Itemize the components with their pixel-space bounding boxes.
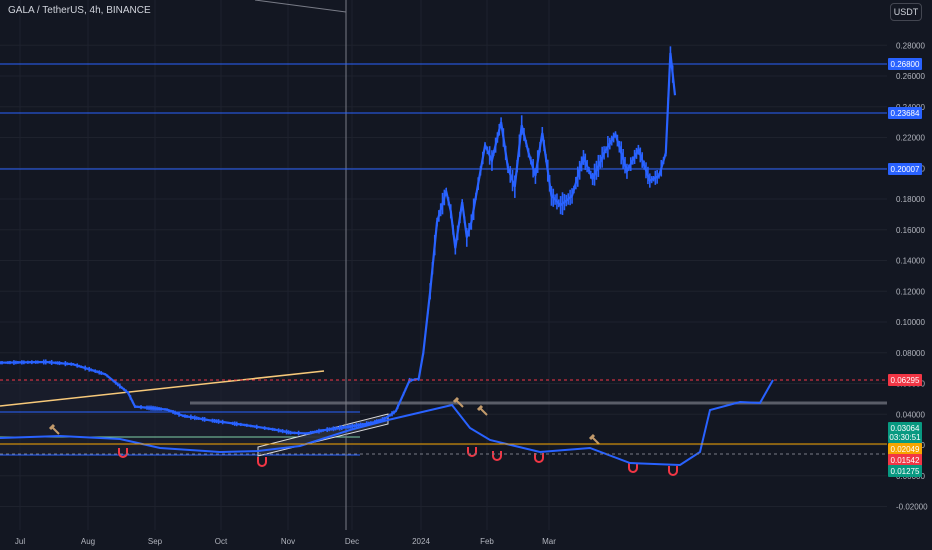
magnet-icon [492,451,502,461]
hammer-head-icon [476,404,484,412]
y-tick-label: 0.18000 [896,195,925,204]
magnet-icon [668,466,678,476]
magnet-icon [534,453,544,463]
price-badge [888,374,922,386]
price-badge [888,454,922,466]
y-tick-label: -0.02000 [896,503,928,512]
price-badge-label: 0.03064 [891,424,920,433]
price-line [0,52,677,435]
y-tick-label: 0.26000 [896,72,925,81]
price-badge-label: 0.23684 [891,109,920,118]
magnet-icon [118,448,128,458]
trendline-orange [0,370,325,407]
overlay-line [0,379,774,467]
price-badge [888,431,922,443]
y-tick-label: 0.10000 [896,318,925,327]
price-badge [888,465,922,477]
price-badge [888,58,922,70]
price-badge-label: 0.02049 [891,445,920,454]
magnet-icon [467,447,477,457]
currency-button[interactable]: USDT [890,3,922,21]
price-badge-label: 0.26800 [891,60,920,69]
x-tick-label: Aug [81,537,95,546]
chart-title: GALA / TetherUS, 4h, BINANCE [8,5,151,16]
hammer-head-icon [588,433,596,441]
hammer-icon [591,436,600,445]
x-tick-label: Jul [15,537,25,546]
time-axis-bg [0,530,932,550]
hammer-head-icon [452,396,460,404]
chart-drawings [0,0,887,530]
magnet-icon [257,457,267,467]
hammer-icon [479,407,488,416]
x-tick-label: Nov [281,537,295,546]
x-tick-label: 2024 [412,537,430,546]
price-badge-label: 0.01275 [891,467,920,476]
price-badge [888,443,922,455]
y-tick-label: 0.08000 [896,349,925,358]
hammer-icon [51,426,60,435]
y-tick-label: 0.04000 [896,410,925,419]
x-tick-label: Mar [542,537,556,546]
channel [257,413,389,457]
price-badge-label: 0.06295 [891,376,920,385]
price-badge-label: 0.20007 [891,165,920,174]
y-tick-label: 0.22000 [896,134,925,143]
y-tick-label: 0.12000 [896,287,925,296]
x-tick-label: Sep [148,537,163,546]
y-tick-label: 0.28000 [896,41,925,50]
x-tick-label: Dec [345,537,359,546]
price-series [0,46,774,467]
y-tick-label: 0.14000 [896,257,925,266]
price-badge-label: 03:30:51 [889,433,921,442]
y-tick-label: 0.16000 [896,226,925,235]
diagonal-line [254,0,347,13]
price-badge [888,163,922,175]
x-tick-label: Feb [480,537,494,546]
price-badge-label: 0.01542 [891,456,920,465]
magnet-icon [628,463,638,473]
horizontal-levels: 0.26800 0.23684 0.20007 0.06295 0.0306403:30… [0,58,922,477]
x-tick-label: Oct [215,537,228,546]
hammer-icon [455,399,464,408]
price-badge [888,107,922,119]
hammer-head-icon [48,423,56,431]
time-axis[interactable]: Jul Aug Sep Oct Nov Dec 2024 Feb Mar [0,530,932,550]
